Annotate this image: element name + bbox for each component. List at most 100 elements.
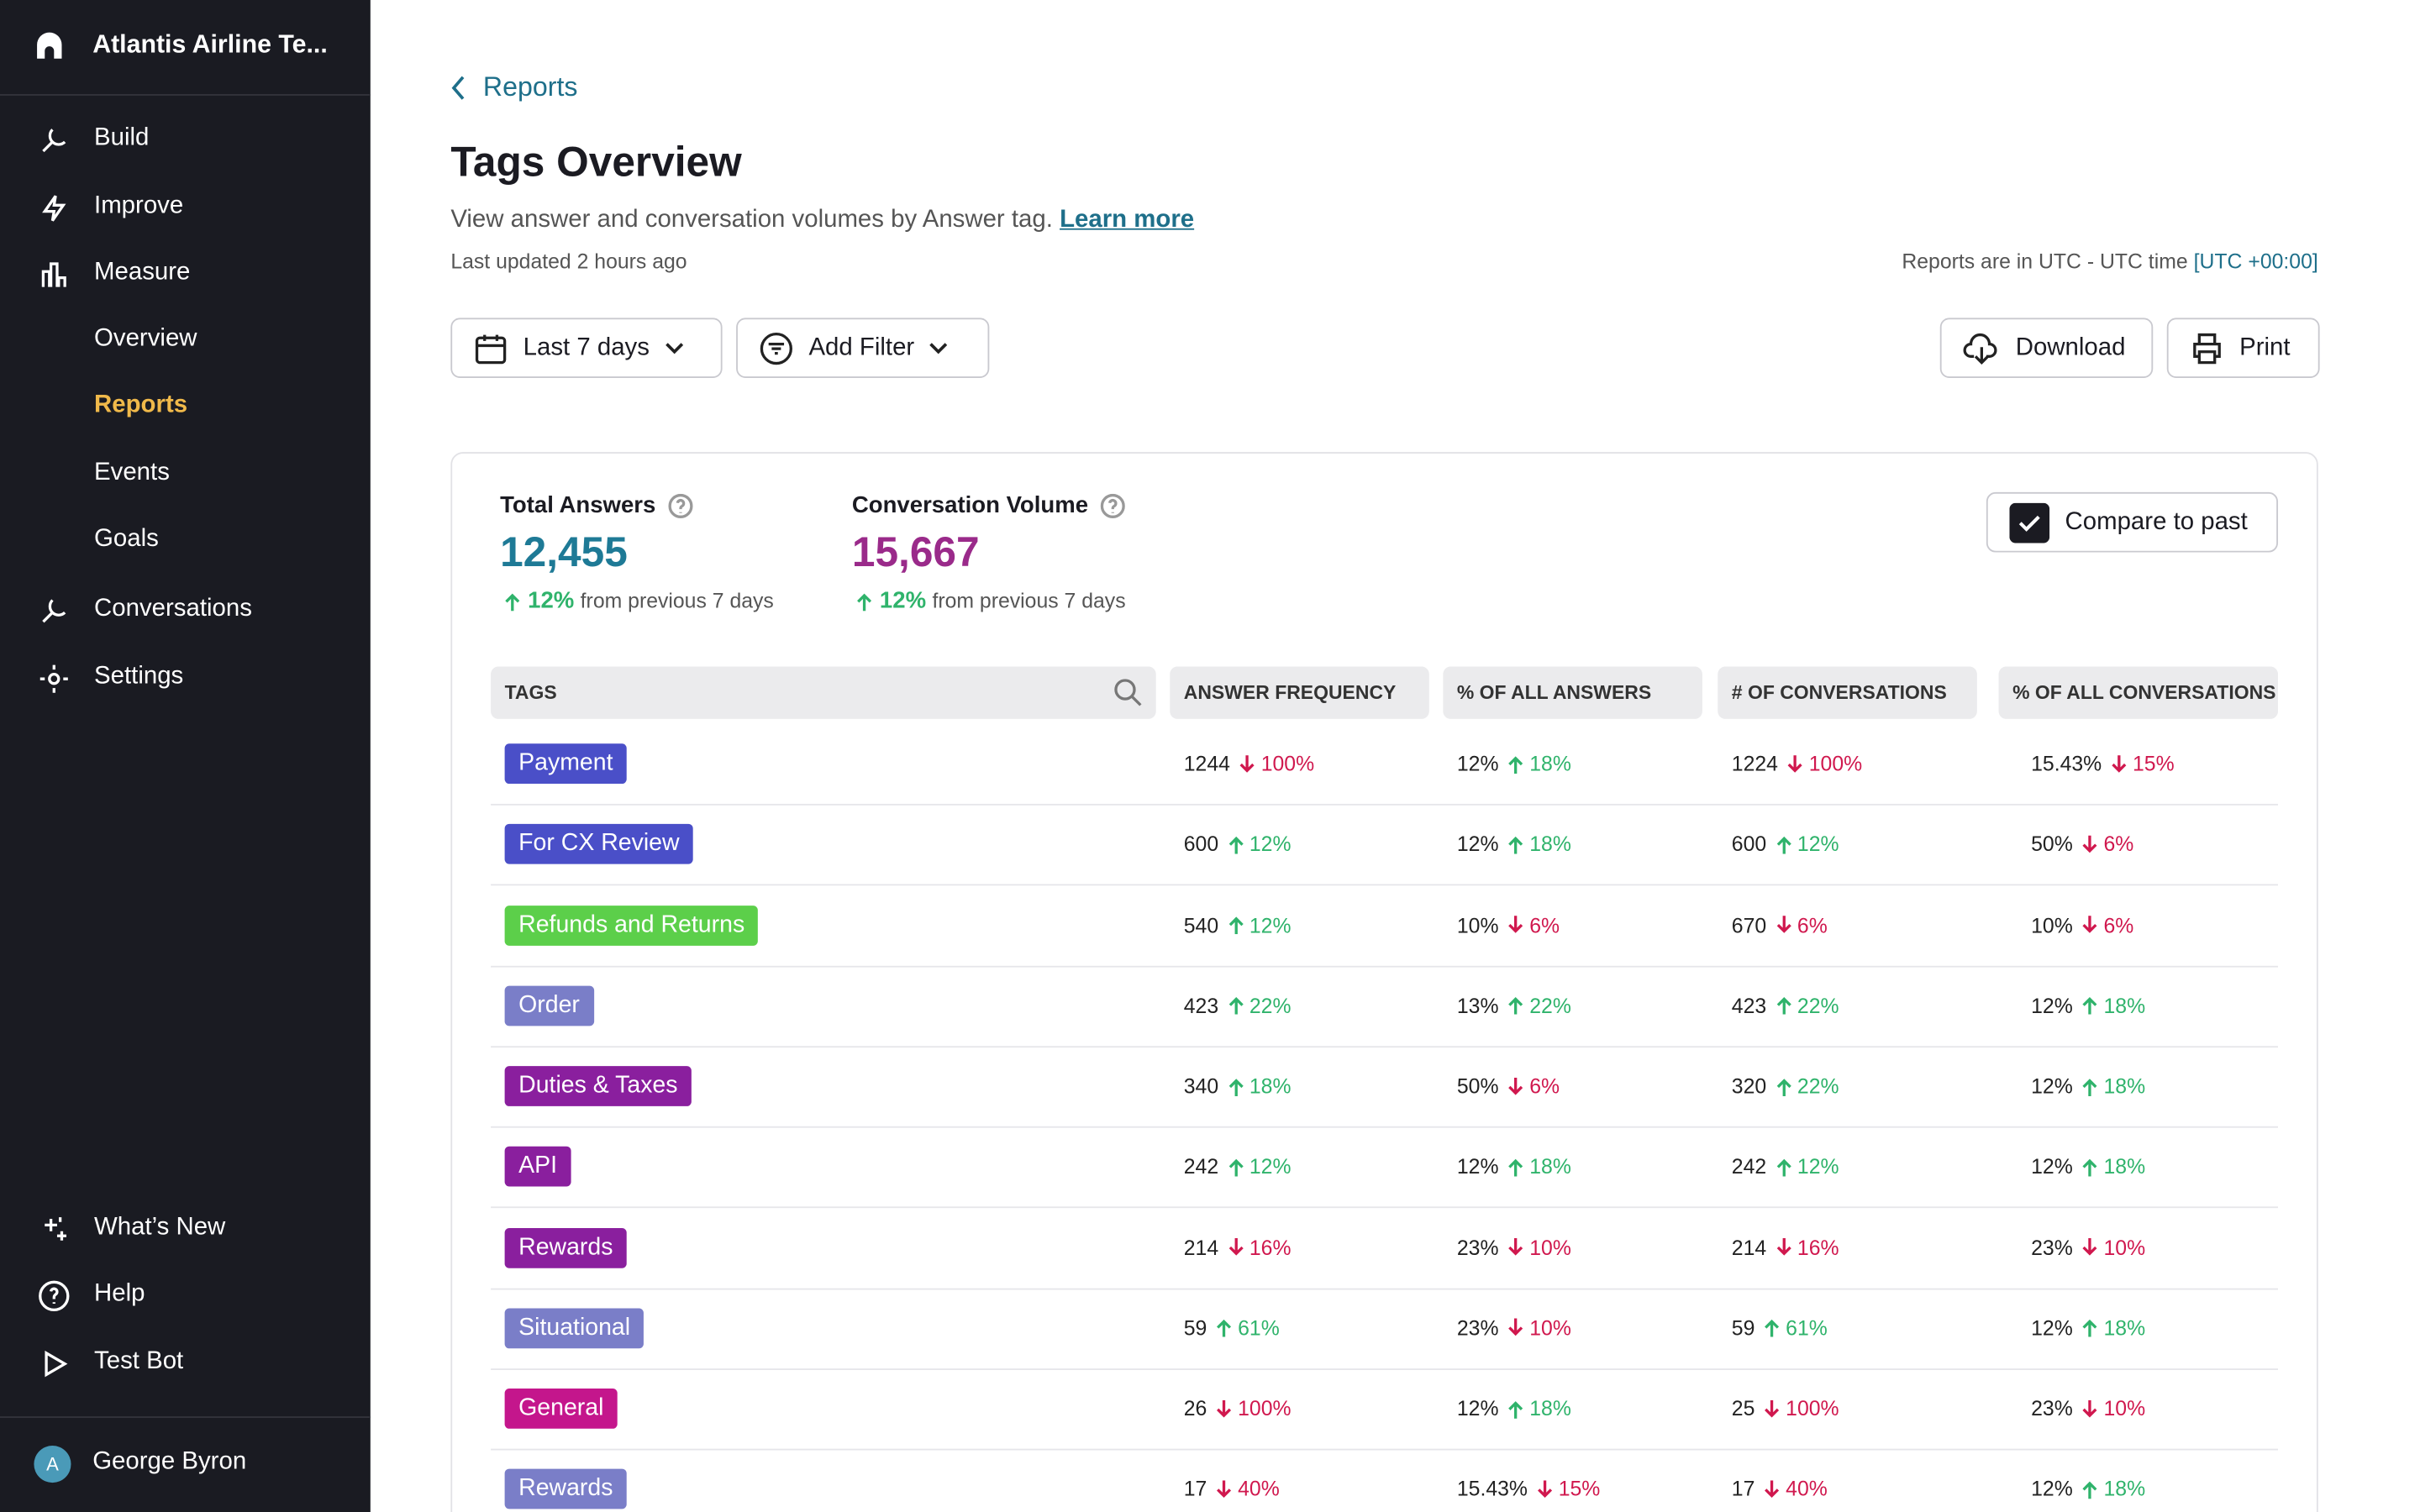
filter-label: Add Filter: [808, 334, 914, 362]
column-header[interactable]: TAGS: [491, 666, 1156, 718]
print-button[interactable]: Print: [2167, 318, 2320, 378]
cell-change: 12%: [1249, 913, 1292, 937]
tag-pill[interactable]: Situational: [505, 1308, 644, 1348]
table-cell: 26100%: [1184, 1397, 1292, 1420]
nav-item[interactable]: Reports: [94, 392, 187, 420]
cell-change: 6%: [2104, 832, 2134, 856]
tag-pill[interactable]: For CX Review: [505, 824, 693, 864]
cell-value: 23%: [2031, 1236, 2073, 1259]
trend-arrow-path: [1218, 1322, 1230, 1337]
trend-arrow: [2081, 1480, 2099, 1499]
cell-change: 22%: [1249, 994, 1292, 1017]
cell-change: 6%: [2104, 913, 2134, 937]
cell-change: 6%: [1797, 913, 1828, 937]
nav-item[interactable]: Overview: [94, 326, 197, 354]
cell-value: 12%: [2031, 1478, 2073, 1501]
nav-item[interactable]: Test Bot: [94, 1348, 183, 1376]
trend-arrow: [1507, 916, 1525, 934]
cell-change: 10%: [2104, 1236, 2146, 1259]
divider: [0, 1416, 371, 1418]
nav-item[interactable]: Settings: [94, 664, 183, 691]
tag-pill[interactable]: Order: [505, 985, 594, 1026]
help-icon: [1101, 493, 1125, 517]
table-cell: 12%18%: [1457, 1397, 1571, 1420]
table-cell: 12%18%: [1457, 752, 1571, 775]
tag-pill[interactable]: API: [505, 1147, 571, 1187]
trend-arrow: [1226, 1077, 1244, 1095]
description-text: View answer and conversation volumes by …: [450, 207, 1053, 233]
cell-value: 25: [1732, 1397, 1755, 1420]
date-range-label: Last 7 days: [523, 334, 650, 362]
trend-arrow: [855, 591, 874, 610]
trend-arrow-path: [2084, 1399, 2096, 1415]
trend-arrow: [1226, 1158, 1244, 1176]
tag-pill[interactable]: Refunds and Returns: [505, 905, 759, 945]
cell-change: 61%: [1786, 1316, 1828, 1340]
cell-change: 10%: [1529, 1236, 1571, 1259]
column-header: % OF ALL CONVERSATIONS: [1999, 666, 2278, 718]
cell-change: 10%: [2104, 1397, 2146, 1420]
learn-more-link[interactable]: Learn more: [1060, 207, 1194, 233]
nav-icon-path: [43, 264, 65, 287]
tag-pill[interactable]: Rewards: [505, 1227, 627, 1268]
trend-arrow-path: [1509, 1000, 1522, 1015]
nav-item[interactable]: Measure: [94, 260, 190, 287]
table-cell: 12%18%: [2031, 1155, 2145, 1179]
cell-value: 15.43%: [1457, 1478, 1528, 1501]
stat-label: Total Answers: [500, 492, 692, 518]
workspace-name[interactable]: Atlantis Airline Te...: [92, 31, 328, 60]
cell-value: 214: [1184, 1236, 1218, 1259]
cell-value: 600: [1184, 832, 1218, 856]
cell-change: 18%: [1249, 1074, 1292, 1098]
cell-value: 1224: [1732, 752, 1778, 775]
trend-arrow-path: [1509, 916, 1522, 931]
table-cell: 21416%: [1184, 1236, 1292, 1259]
tag-pill[interactable]: Payment: [505, 743, 627, 784]
filter-button[interactable]: Add Filter: [736, 318, 989, 378]
table-cell: 42322%: [1184, 994, 1292, 1017]
table-cell: 32022%: [1732, 1074, 1839, 1098]
nav-item[interactable]: Help: [94, 1280, 145, 1308]
compare-toggle[interactable]: Compare to past: [1986, 492, 2278, 553]
tag-pill[interactable]: Duties & Taxes: [505, 1066, 692, 1106]
nav-item[interactable]: What’s New: [94, 1215, 225, 1242]
trend-arrow: [2109, 754, 2128, 773]
timezone-link[interactable]: [UTC +00:00]: [2194, 250, 2318, 274]
table-cell: 23%10%: [2031, 1397, 2145, 1420]
table-cell: 24212%: [1732, 1155, 1839, 1179]
trend-arrow: [1507, 1238, 1525, 1257]
cell-value: 12%: [1457, 752, 1499, 775]
cell-change: 18%: [1529, 1397, 1571, 1420]
download-button[interactable]: Download: [1940, 318, 2153, 378]
nav-icon: [39, 664, 70, 695]
trend-arrow: [1507, 1158, 1525, 1176]
tag-pill[interactable]: General: [505, 1389, 618, 1429]
date-range-button[interactable]: Last 7 days: [450, 318, 722, 378]
nav-item[interactable]: Improve: [94, 193, 183, 221]
cell-change: 22%: [1529, 994, 1571, 1017]
trend-arrow-path: [2084, 1238, 2096, 1253]
nav-icon-path: [40, 1282, 68, 1310]
nav-item[interactable]: Goals: [94, 526, 159, 554]
nav-item[interactable]: Conversations: [94, 596, 252, 623]
nav-icon: [39, 260, 70, 291]
trend-arrow-path: [1229, 1161, 1242, 1176]
cell-change: 12%: [1249, 832, 1292, 856]
breadcrumb[interactable]: Reports: [483, 71, 578, 103]
cell-value: 17: [1184, 1478, 1207, 1501]
stat-label-text: Total Answers: [500, 492, 655, 518]
nav-item[interactable]: Events: [94, 459, 170, 487]
nav-item[interactable]: Build: [94, 125, 149, 153]
user-name[interactable]: George Byron: [92, 1449, 246, 1477]
cell-change: 6%: [1529, 913, 1560, 937]
table-cell: 10%6%: [1457, 913, 1560, 937]
trend-arrow: [503, 591, 522, 610]
table-cell: 34018%: [1184, 1074, 1292, 1098]
print-icon: [2190, 331, 2223, 365]
table-cell: 1740%: [1732, 1478, 1828, 1501]
cell-change: 12%: [1249, 1155, 1292, 1179]
cell-change: 6%: [1529, 1074, 1560, 1098]
tag-pill[interactable]: Rewards: [505, 1469, 627, 1509]
cell-value: 1244: [1184, 752, 1230, 775]
